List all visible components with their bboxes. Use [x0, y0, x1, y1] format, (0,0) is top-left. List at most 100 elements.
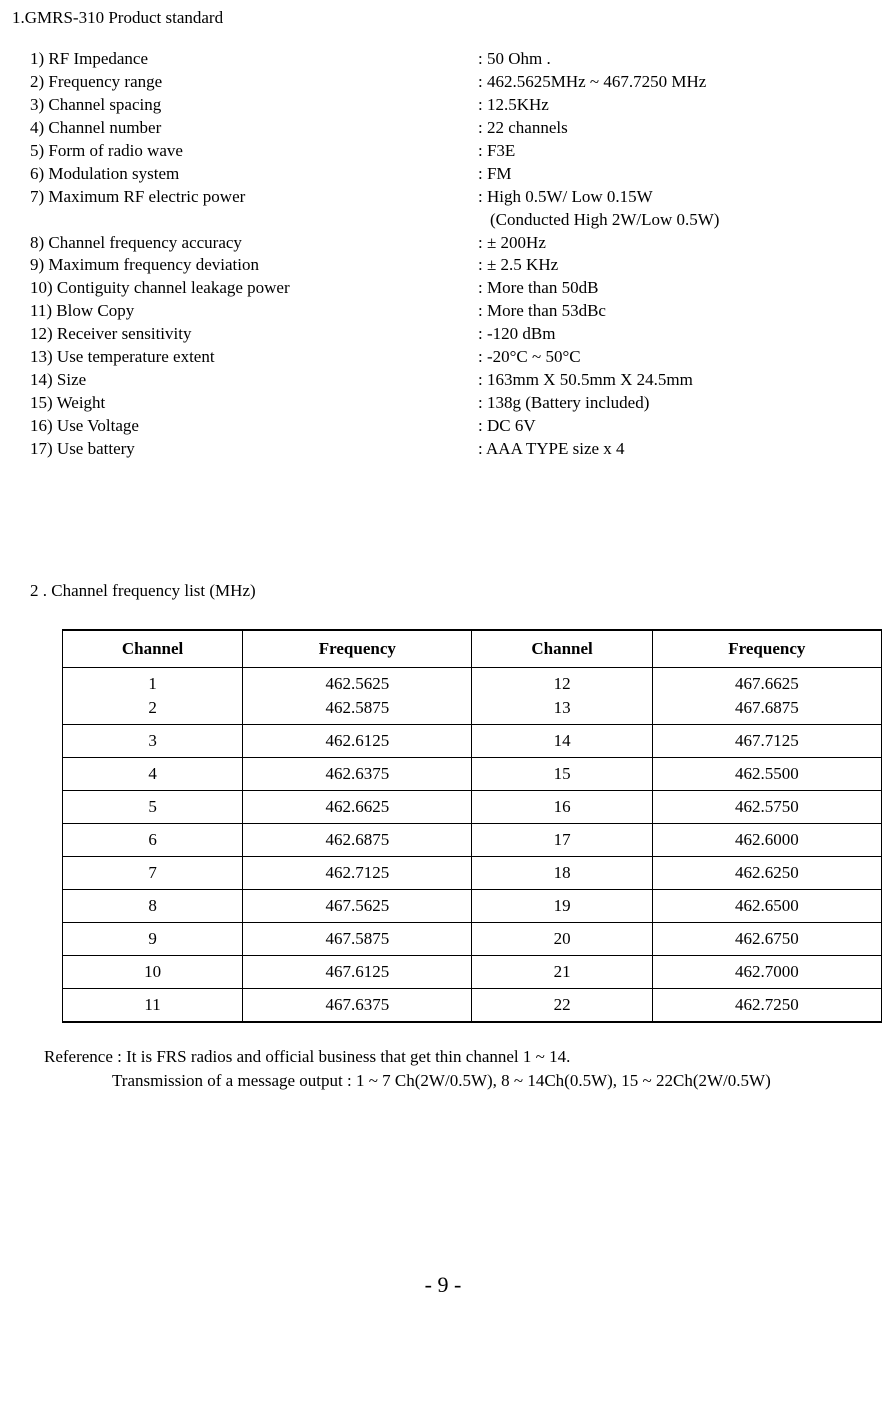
table-cell: 16 — [472, 790, 652, 823]
spec-sub-value: (Conducted High 2W/Low 0.5W) — [490, 209, 874, 232]
spec-label: 17) Use battery — [30, 438, 478, 461]
spec-value: : FM — [478, 163, 874, 186]
spec-label: 9) Maximum frequency deviation — [30, 254, 478, 277]
spec-row: 8) Channel frequency accuracy : ± 200Hz — [30, 232, 874, 255]
table-cell: 1 — [63, 667, 243, 696]
table-row: 8 467.5625 19 462.6500 — [63, 889, 882, 922]
table-cell: 467.6125 — [243, 955, 472, 988]
table-header: Frequency — [652, 630, 881, 668]
reference-line: Transmission of a message output : 1 ~ 7… — [112, 1069, 874, 1093]
table-cell: 462.7250 — [652, 988, 881, 1022]
section-title: 1.GMRS-310 Product standard — [12, 8, 874, 28]
spec-row: 12) Receiver sensitivity : -120 dBm — [30, 323, 874, 346]
table-cell: 12 — [472, 667, 652, 696]
spec-value: : -120 dBm — [478, 323, 874, 346]
table-cell: 10 — [63, 955, 243, 988]
spec-value: : 462.5625MHz ~ 467.7250 MHz — [478, 71, 874, 94]
table-cell: 21 — [472, 955, 652, 988]
spec-row: 15) Weight : 138g (Battery included) — [30, 392, 874, 415]
table-cell: 462.5625 — [243, 667, 472, 696]
spec-row: 10) Contiguity channel leakage power : M… — [30, 277, 874, 300]
spec-row: 16) Use Voltage : DC 6V — [30, 415, 874, 438]
table-row: 10 467.6125 21 462.7000 — [63, 955, 882, 988]
spec-row: 2) Frequency range : 462.5625MHz ~ 467.7… — [30, 71, 874, 94]
spec-value: : 12.5KHz — [478, 94, 874, 117]
spec-value: : ± 200Hz — [478, 232, 874, 255]
spec-label: 12) Receiver sensitivity — [30, 323, 478, 346]
table-cell: 462.6250 — [652, 856, 881, 889]
table-row: 11 467.6375 22 462.7250 — [63, 988, 882, 1022]
table-cell: 467.6375 — [243, 988, 472, 1022]
spec-value: : 163mm X 50.5mm X 24.5mm — [478, 369, 874, 392]
spec-label: 13) Use temperature extent — [30, 346, 478, 369]
table-row: 2 462.5875 13 467.6875 — [63, 696, 882, 725]
table-cell: 467.7125 — [652, 724, 881, 757]
table-cell: 4 — [63, 757, 243, 790]
table-cell: 15 — [472, 757, 652, 790]
spec-value: : DC 6V — [478, 415, 874, 438]
table-cell: 5 — [63, 790, 243, 823]
table-cell: 19 — [472, 889, 652, 922]
table-cell: 462.7000 — [652, 955, 881, 988]
spec-label: 15) Weight — [30, 392, 478, 415]
table-cell: 462.5500 — [652, 757, 881, 790]
table-cell: 7 — [63, 856, 243, 889]
spec-value: : More than 53dBc — [478, 300, 874, 323]
spec-label: 7) Maximum RF electric power — [30, 186, 478, 209]
table-header-row: Channel Frequency Channel Frequency — [63, 630, 882, 668]
spec-row: 3) Channel spacing : 12.5KHz — [30, 94, 874, 117]
spec-value: : -20°C ~ 50°C — [478, 346, 874, 369]
spec-value: : 138g (Battery included) — [478, 392, 874, 415]
table-row: 1 462.5625 12 467.6625 — [63, 667, 882, 696]
table-header: Frequency — [243, 630, 472, 668]
spec-list: 1) RF Impedance : 50 Ohm . 2) Frequency … — [30, 48, 874, 461]
frequency-table: Channel Frequency Channel Frequency 1 46… — [62, 629, 882, 1023]
spec-row: 6) Modulation system : FM — [30, 163, 874, 186]
spec-value: : F3E — [478, 140, 874, 163]
spec-row: 14) Size : 163mm X 50.5mm X 24.5mm — [30, 369, 874, 392]
table-cell: 462.6125 — [243, 724, 472, 757]
table-cell: 467.5625 — [243, 889, 472, 922]
spec-label: 11) Blow Copy — [30, 300, 478, 323]
table-cell: 462.7125 — [243, 856, 472, 889]
spec-label: 10) Contiguity channel leakage power — [30, 277, 478, 300]
spec-value: : 50 Ohm . — [478, 48, 874, 71]
table-cell: 2 — [63, 696, 243, 725]
spec-label: 5) Form of radio wave — [30, 140, 478, 163]
spec-row: 9) Maximum frequency deviation : ± 2.5 K… — [30, 254, 874, 277]
spec-label: 2) Frequency range — [30, 71, 478, 94]
spec-value: : AAA TYPE size x 4 — [478, 438, 874, 461]
table-cell: 3 — [63, 724, 243, 757]
table-cell: 462.5875 — [243, 696, 472, 725]
table-cell: 14 — [472, 724, 652, 757]
spec-value: : 22 channels — [478, 117, 874, 140]
table-cell: 17 — [472, 823, 652, 856]
table-cell: 13 — [472, 696, 652, 725]
table-cell: 11 — [63, 988, 243, 1022]
spec-label: 14) Size — [30, 369, 478, 392]
table-cell: 462.6750 — [652, 922, 881, 955]
spec-row: 5) Form of radio wave : F3E — [30, 140, 874, 163]
table-row: 9 467.5875 20 462.6750 — [63, 922, 882, 955]
spec-label: 3) Channel spacing — [30, 94, 478, 117]
table-cell: 6 — [63, 823, 243, 856]
table-header: Channel — [63, 630, 243, 668]
spec-row: 17) Use battery : AAA TYPE size x 4 — [30, 438, 874, 461]
table-cell: 462.6625 — [243, 790, 472, 823]
spec-label: 6) Modulation system — [30, 163, 478, 186]
table-cell: 20 — [472, 922, 652, 955]
page-number: - 9 - — [12, 1272, 874, 1298]
spec-value: : ± 2.5 KHz — [478, 254, 874, 277]
section2-title: 2 . Channel frequency list (MHz) — [30, 581, 874, 601]
spec-label: 1) RF Impedance — [30, 48, 478, 71]
spec-row: 7) Maximum RF electric power : High 0.5W… — [30, 186, 874, 209]
table-cell: 462.6500 — [652, 889, 881, 922]
table-row: 7 462.7125 18 462.6250 — [63, 856, 882, 889]
spec-value: : High 0.5W/ Low 0.15W — [478, 186, 874, 209]
table-cell: 467.6875 — [652, 696, 881, 725]
table-row: 6 462.6875 17 462.6000 — [63, 823, 882, 856]
spec-label: 16) Use Voltage — [30, 415, 478, 438]
reference-line: Reference : It is FRS radios and officia… — [44, 1045, 874, 1069]
spec-row: 1) RF Impedance : 50 Ohm . — [30, 48, 874, 71]
table-cell: 462.6375 — [243, 757, 472, 790]
